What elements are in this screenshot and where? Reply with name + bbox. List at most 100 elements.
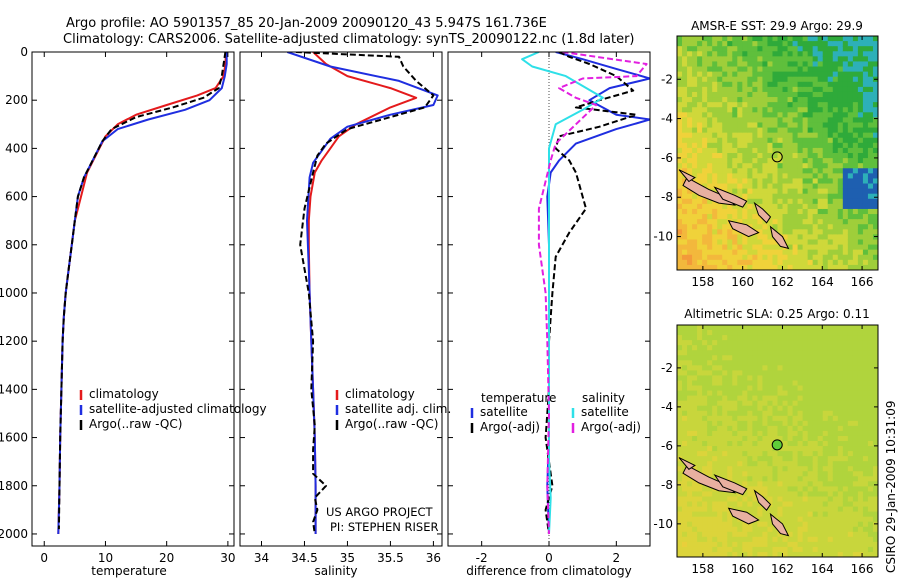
heatmap-cell [717,425,723,432]
heatmap-cell [707,259,713,266]
heatmap-cell [697,405,703,412]
heatmap-cell [762,551,769,557]
heatmap-cell [717,466,723,472]
heatmap-cell [772,335,779,341]
heatmap-cell [817,551,824,557]
heatmap-cell [757,335,764,341]
heatmap-cell [682,117,688,124]
heatmap-cell [802,97,809,103]
heatmap-cell [697,193,703,200]
heatmap-cell [767,441,774,447]
difference-axis-ticks: -2 0 2 [448,51,650,565]
heatmap-cell [872,461,878,467]
heatmap-cell [792,345,799,351]
heatmap-cell [767,112,774,118]
heatmap-cell [742,496,748,503]
heatmap-cell [842,425,849,432]
heatmap-cell [822,481,829,487]
heatmap-cell [867,380,874,387]
heatmap-cell [747,142,753,149]
heatmap-cell [762,531,769,538]
heatmap-cell [812,36,819,42]
difference-legend: temperature salinitysatelliteArgo(-adj)sa… [470,391,641,434]
heatmap-cell [697,203,703,210]
heatmap-cell [857,390,864,397]
heatmap-cell [697,451,703,457]
heatmap-cell [762,86,769,93]
heatmap-cell [827,81,834,88]
heatmap-cell [802,147,809,154]
y-tick-label: 400 [5,141,28,155]
heatmap-cell [677,395,683,402]
heatmap-cell [717,390,723,397]
heatmap-cell [692,51,698,57]
island-shape [678,169,696,183]
heatmap-cell [797,158,804,164]
heatmap-cell [752,127,758,134]
heatmap-cell [727,526,733,533]
heatmap-cell [782,325,789,331]
heatmap-cell [702,471,708,477]
heatmap-cell [832,506,839,513]
heatmap-cell [822,51,829,57]
heatmap-cell [747,51,753,57]
heatmap-cell [737,466,743,472]
heatmap-cell [777,86,784,93]
heatmap-cell [872,425,878,432]
heatmap-cell [757,551,764,557]
heatmap-cell [797,471,804,477]
heatmap-cell [867,137,874,144]
heatmap-cell [772,122,779,129]
heatmap-cell [722,365,728,371]
heatmap-cell [722,142,728,149]
heatmap-cell [762,380,769,387]
heatmap-cell [867,506,874,513]
heatmap-cell [837,188,844,195]
heatmap-cell [817,491,824,498]
heatmap-cell [742,340,748,346]
heatmap-cell [677,471,683,477]
heatmap-cell [822,36,829,42]
heatmap-cell [827,330,834,336]
heatmap-cell [702,405,708,412]
heatmap-cell [742,112,748,118]
heatmap-cell [742,97,748,103]
heatmap-cell [692,71,698,78]
heatmap-cell [737,536,743,543]
heatmap-cell [867,340,874,346]
heatmap-cell [822,163,829,169]
heatmap-cell [742,506,748,513]
heatmap-cell [682,168,688,174]
heatmap-cell [757,91,764,98]
heatmap-cell [827,61,834,68]
heatmap-cell [697,466,703,472]
heatmap-cell [862,193,869,200]
heatmap-cell [692,340,698,346]
heatmap-cell [772,153,779,159]
heatmap-cell [847,546,854,553]
heatmap-cell [702,370,708,377]
heatmap-cell [802,405,809,412]
heatmap-cell [717,350,723,356]
heatmap-cell [762,183,769,190]
heatmap-cell [682,531,688,538]
lat-tick-label: -2 [661,72,673,86]
heatmap-cell [762,137,769,144]
heatmap-cell [757,76,764,83]
heatmap-cell [707,486,713,493]
heatmap-cell [837,446,844,452]
heatmap-cell [707,375,713,382]
heatmap-cell [717,441,723,447]
heatmap-cell [752,476,758,482]
heatmap-cell [752,122,758,129]
heatmap-cell [732,51,738,57]
heatmap-cell [762,234,769,241]
heatmap-cell [872,410,878,417]
heatmap-cell [737,142,743,149]
heatmap-cell [797,335,804,341]
heatmap-cell [767,420,774,427]
heatmap-cell [812,420,819,427]
heatmap-cell [702,264,708,270]
heatmap-cell [857,476,864,482]
heatmap-cell [722,107,728,113]
